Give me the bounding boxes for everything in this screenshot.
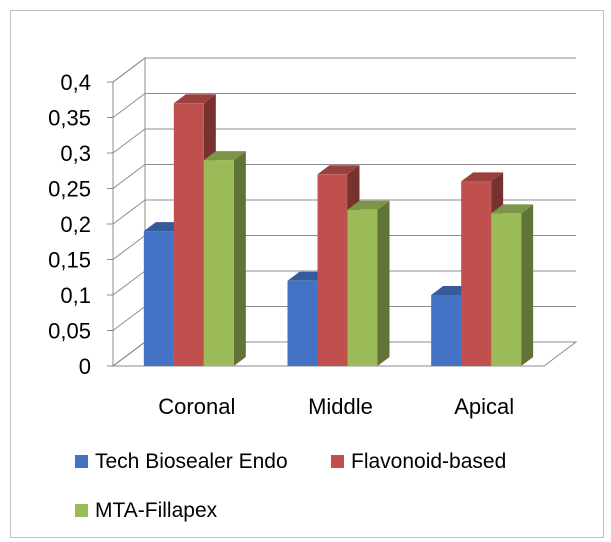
gridline-diagonal (112, 128, 146, 154)
x-axis-categories: Coronal Middle Apical (158, 394, 514, 419)
legend-swatch (331, 455, 344, 468)
y-tick-label: 0,4 (60, 70, 91, 95)
bar (143, 231, 174, 366)
y-tick-label: 0,35 (48, 106, 91, 131)
bar-top (347, 200, 390, 210)
gridline-diagonal (112, 93, 146, 118)
gridline-diagonal (112, 341, 146, 367)
gridline-diagonal (112, 235, 146, 260)
bars (143, 94, 534, 367)
legend-swatch (75, 455, 88, 468)
y-axis-ticks: 0 0,05 0,1 0,15 0,2 0,25 0,3 0,35 0,4 (48, 70, 91, 379)
legend: Tech Biosealer Endo Flavonoid-based MTA-Fi… (75, 450, 506, 522)
bar-top (317, 165, 360, 175)
bar (173, 103, 204, 367)
bar (431, 295, 462, 366)
legend-label: MTA-Fillapex (95, 499, 218, 522)
gridline-diagonal (112, 57, 146, 83)
legend-label: Flavonoid-based (351, 450, 506, 473)
category-label: Apical (454, 394, 514, 419)
gridline-diagonal (112, 306, 146, 331)
gridline-diagonal (112, 270, 146, 296)
gridline-diagonal (112, 164, 146, 189)
bar-top (173, 94, 216, 104)
y-tick-label: 0,3 (60, 141, 91, 166)
bar (317, 174, 348, 366)
bar-side (233, 151, 246, 366)
y-tick-label: 0,25 (48, 177, 91, 202)
y-tick-label: 0,05 (48, 319, 91, 344)
gridline-diagonal (112, 199, 146, 225)
bar-top (461, 172, 504, 182)
bar (203, 160, 234, 366)
category-label: Middle (308, 394, 373, 419)
bar-top (203, 151, 246, 161)
bar-side (377, 200, 390, 366)
legend-swatch (75, 504, 88, 517)
y-tick-label: 0,2 (60, 212, 91, 237)
legend-label: Tech Biosealer Endo (95, 450, 288, 473)
bar (491, 213, 522, 366)
y-tick-label: 0 (79, 354, 91, 379)
y-tick-label: 0,15 (48, 248, 91, 273)
bar (347, 209, 378, 366)
bar-top (491, 204, 534, 214)
bar-side (521, 204, 534, 366)
y-tick-label: 0,1 (60, 283, 91, 308)
bar (461, 181, 492, 366)
category-label: Coronal (158, 394, 235, 419)
bar (287, 280, 318, 366)
